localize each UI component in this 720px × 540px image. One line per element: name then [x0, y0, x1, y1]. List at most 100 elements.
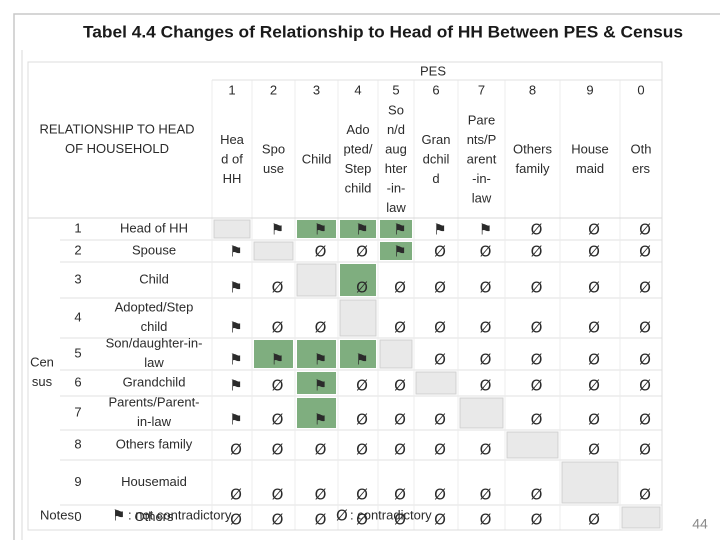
- relationship-label: OF HOUSEHOLD: [65, 141, 169, 156]
- cell-symbol: Ø: [531, 319, 543, 337]
- column-label: ers: [632, 161, 651, 176]
- cell-symbol: Ø: [315, 511, 327, 529]
- cell-diagonal: [213, 219, 251, 239]
- column-code: 4: [354, 82, 361, 97]
- cell-symbol: Ø: [356, 243, 368, 261]
- cell-symbol: Ø: [480, 441, 492, 459]
- cell-symbol: Ø: [272, 411, 284, 429]
- cell-symbol: Ø: [639, 411, 651, 429]
- cell-highlight: [340, 264, 376, 296]
- cell-symbol: Ø: [588, 411, 600, 429]
- column-label: -in-: [472, 171, 491, 186]
- column-label: Ado: [346, 122, 369, 137]
- row-label: Grandchild: [123, 374, 186, 389]
- cell-symbol: ⚑: [393, 221, 406, 239]
- row-label: Others family: [116, 436, 193, 451]
- cell-symbol: ⚑: [433, 221, 446, 239]
- column-code: 5: [392, 82, 399, 97]
- cell-symbol: ⚑: [229, 351, 242, 369]
- frame: [13, 13, 720, 540]
- cell-highlight: [297, 340, 336, 368]
- row-code: 1: [74, 220, 81, 235]
- cell-highlight: [254, 340, 293, 368]
- cell-highlight: [340, 220, 376, 238]
- row-code: 5: [74, 345, 81, 360]
- cell-highlight: [297, 220, 336, 238]
- column-label: -in-: [387, 181, 406, 196]
- row-code: 3: [74, 271, 81, 286]
- row-label: Head of HH: [120, 220, 188, 235]
- cell-symbol: Ø: [639, 441, 651, 459]
- cell-symbol: Ø: [588, 319, 600, 337]
- column-label: use: [263, 161, 284, 176]
- cell-symbol: Ø: [639, 221, 651, 239]
- column-label: dchil: [423, 151, 450, 166]
- column-label: HH: [223, 171, 242, 186]
- table-border: [27, 61, 663, 531]
- cell-symbol: Ø: [588, 377, 600, 395]
- cell-symbol: Ø: [639, 377, 651, 395]
- cell-symbol: ⚑: [314, 221, 327, 239]
- row-code: 2: [74, 242, 81, 257]
- cell-symbol: Ø: [230, 511, 242, 529]
- row-label: Adopted/Step: [115, 300, 194, 315]
- cell-symbol: Ø: [356, 486, 368, 504]
- cell-symbol: Ø: [588, 441, 600, 459]
- cell-symbol: ⚑: [271, 351, 284, 369]
- census-label: sus: [32, 374, 53, 389]
- cell-symbol: Ø: [434, 411, 446, 429]
- column-label: hter: [385, 161, 408, 176]
- cell-symbol: Ø: [531, 221, 543, 239]
- row-label: Housemaid: [121, 474, 187, 489]
- column-code: 9: [586, 82, 593, 97]
- row-label: child: [141, 319, 168, 334]
- notes-label: Notes:: [40, 507, 78, 522]
- cell-symbol: ⚑: [314, 411, 327, 429]
- cell-highlight: [297, 398, 336, 428]
- cell-symbol: Ø: [639, 319, 651, 337]
- cell-symbol: Ø: [272, 377, 284, 395]
- column-label: nts/P: [467, 132, 497, 147]
- cell-symbol: ⚑: [271, 221, 284, 239]
- cell-highlight: [297, 372, 336, 394]
- cell-symbol: Ø: [480, 243, 492, 261]
- cell-diagonal: [621, 506, 661, 529]
- column-label: Gran: [422, 132, 451, 147]
- cell-diagonal: [379, 339, 413, 369]
- row-code: 8: [74, 436, 81, 451]
- column-code: 6: [432, 82, 439, 97]
- cell-symbol: Ø: [434, 441, 446, 459]
- column-code: 8: [529, 82, 536, 97]
- cell-symbol: ⚑: [314, 351, 327, 369]
- column-label: n/d: [387, 122, 405, 137]
- relationship-label: RELATIONSHIP TO HEAD: [39, 122, 194, 137]
- cell-symbol: ⚑: [229, 377, 242, 395]
- column-code: 2: [270, 82, 277, 97]
- cell-symbol: Ø: [356, 279, 368, 297]
- cell-symbol: Ø: [394, 319, 406, 337]
- column-label: d: [432, 171, 439, 186]
- cell-symbol: Ø: [394, 511, 406, 529]
- row-label: law: [144, 355, 164, 370]
- column-label: Step: [345, 161, 372, 176]
- page-number: 44: [692, 516, 708, 532]
- table: [27, 61, 663, 531]
- cell-symbol: ⚑: [314, 377, 327, 395]
- column-label: Spo: [262, 142, 285, 157]
- cell-symbol: Ø: [230, 486, 242, 504]
- cell-symbol: ⚑: [393, 243, 406, 261]
- cell-symbol: Ø: [356, 411, 368, 429]
- cell-symbol: Ø: [480, 319, 492, 337]
- column-code: 3: [313, 82, 320, 97]
- notes-symbol: ⚑: [112, 507, 125, 525]
- column-label: Oth: [631, 142, 652, 157]
- cell-diagonal: [561, 461, 619, 504]
- cell-symbol: Ø: [272, 511, 284, 529]
- column-label: So: [388, 103, 404, 118]
- cell-highlight: [340, 340, 376, 368]
- cell-diagonal: [253, 241, 294, 261]
- cell-symbol: Ø: [480, 351, 492, 369]
- cell-symbol: Ø: [639, 243, 651, 261]
- row-label: Others: [134, 509, 174, 524]
- cell-symbol: Ø: [531, 243, 543, 261]
